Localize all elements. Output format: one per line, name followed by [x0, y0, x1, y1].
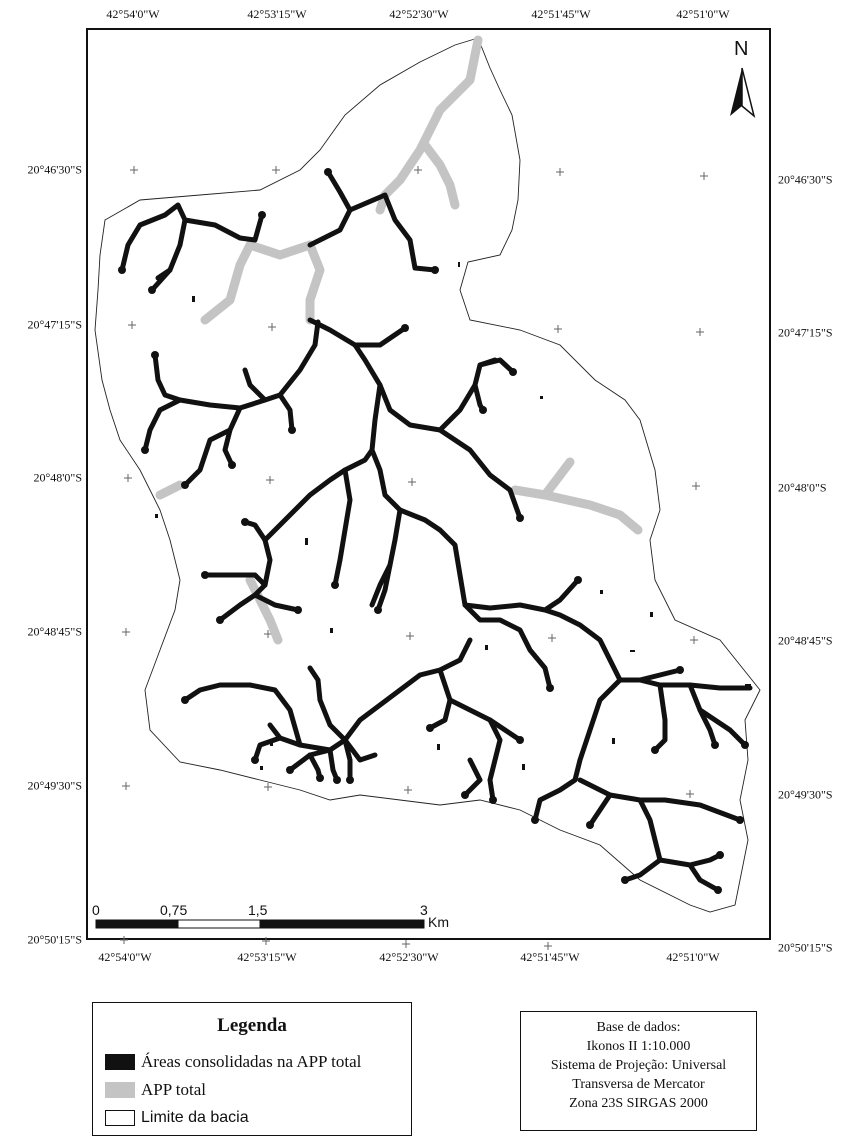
north-arrow-icon	[730, 67, 756, 119]
source-line: Zona 23S SIRGAS 2000	[569, 1096, 708, 1111]
legend-swatch-app-total	[105, 1082, 135, 1098]
scale-unit: Km	[428, 914, 449, 930]
legend-label: Áreas consolidadas na APP total	[141, 1052, 362, 1071]
lat-label-right: 20°47'15"S	[778, 325, 833, 340]
legend-title: Legenda	[217, 1015, 287, 1036]
source-line: Sistema de Projeção: Universal	[550, 1058, 727, 1073]
legend: Legenda Áreas consolidadas na APP total …	[92, 1002, 412, 1136]
lon-label-bottom: 42°51'0"W	[666, 950, 720, 964]
scale-bar-graphic	[95, 919, 425, 929]
basin-boundary	[94, 37, 761, 913]
source-line: Ikonos II 1:10.000	[586, 1039, 691, 1054]
lat-label-left: 20°50'15"S	[27, 932, 82, 947]
lat-label-right: 20°46'30"S	[778, 172, 833, 187]
legend-swatch-consolidated	[105, 1054, 135, 1070]
lat-label-left: 20°48'0"S	[33, 470, 82, 485]
lat-label-left: 20°49'30"S	[27, 778, 82, 793]
lon-label-bottom: 42°54'0"W	[98, 950, 152, 964]
lat-label-left: 20°47'15"S	[27, 317, 82, 332]
legend-label: Limite da bacia	[141, 1109, 249, 1126]
lon-label-bottom: 42°51'45"W	[520, 950, 580, 964]
lat-label-right: 20°48'45"S	[778, 633, 833, 648]
lon-label-bottom: 42°53'15"W	[237, 950, 297, 964]
grid-crosses	[120, 166, 708, 950]
north-label: N	[734, 38, 749, 60]
lat-label-right: 20°49'30"S	[778, 787, 833, 802]
legend-label: APP total	[141, 1080, 207, 1099]
legend-swatch-basin-limit	[105, 1110, 135, 1126]
scale-label: 3	[420, 902, 428, 918]
lon-label-top: 42°51'0"W	[676, 7, 730, 21]
lon-label-top: 42°51'45"W	[531, 7, 591, 21]
stream-endpoints	[118, 168, 749, 894]
consolidated-streams	[119, 169, 753, 893]
lat-label-right: 20°48'0"S	[778, 480, 827, 495]
legend-item-basin-limit: Limite da bacia	[105, 1107, 249, 1129]
lon-label-bottom: 42°52'30"W	[379, 950, 439, 964]
lon-label-top: 42°53'15"W	[247, 7, 307, 21]
legend-item-app-total: APP total	[105, 1079, 206, 1101]
source-line: Base de dados:	[596, 1020, 681, 1035]
lon-label-top: 42°52'30"W	[389, 7, 449, 21]
lat-label-left: 20°48'45"S	[27, 624, 82, 639]
scale-label: 0,75	[160, 902, 188, 918]
lat-label-right: 20°50'15"S	[778, 940, 833, 955]
lat-label-left: 20°46'30"S	[27, 162, 82, 177]
scale-label: 0	[92, 902, 100, 918]
small-patches	[155, 262, 751, 770]
data-source-box: Base de dados: Ikonos II 1:10.000 Sistem…	[520, 1011, 757, 1131]
scale-label: 1,5	[248, 902, 268, 918]
legend-item-consolidated: Áreas consolidadas na APP total	[105, 1051, 361, 1073]
lon-label-top: 42°54'0"W	[106, 7, 160, 21]
source-line: Transversa de Mercator	[572, 1077, 705, 1092]
